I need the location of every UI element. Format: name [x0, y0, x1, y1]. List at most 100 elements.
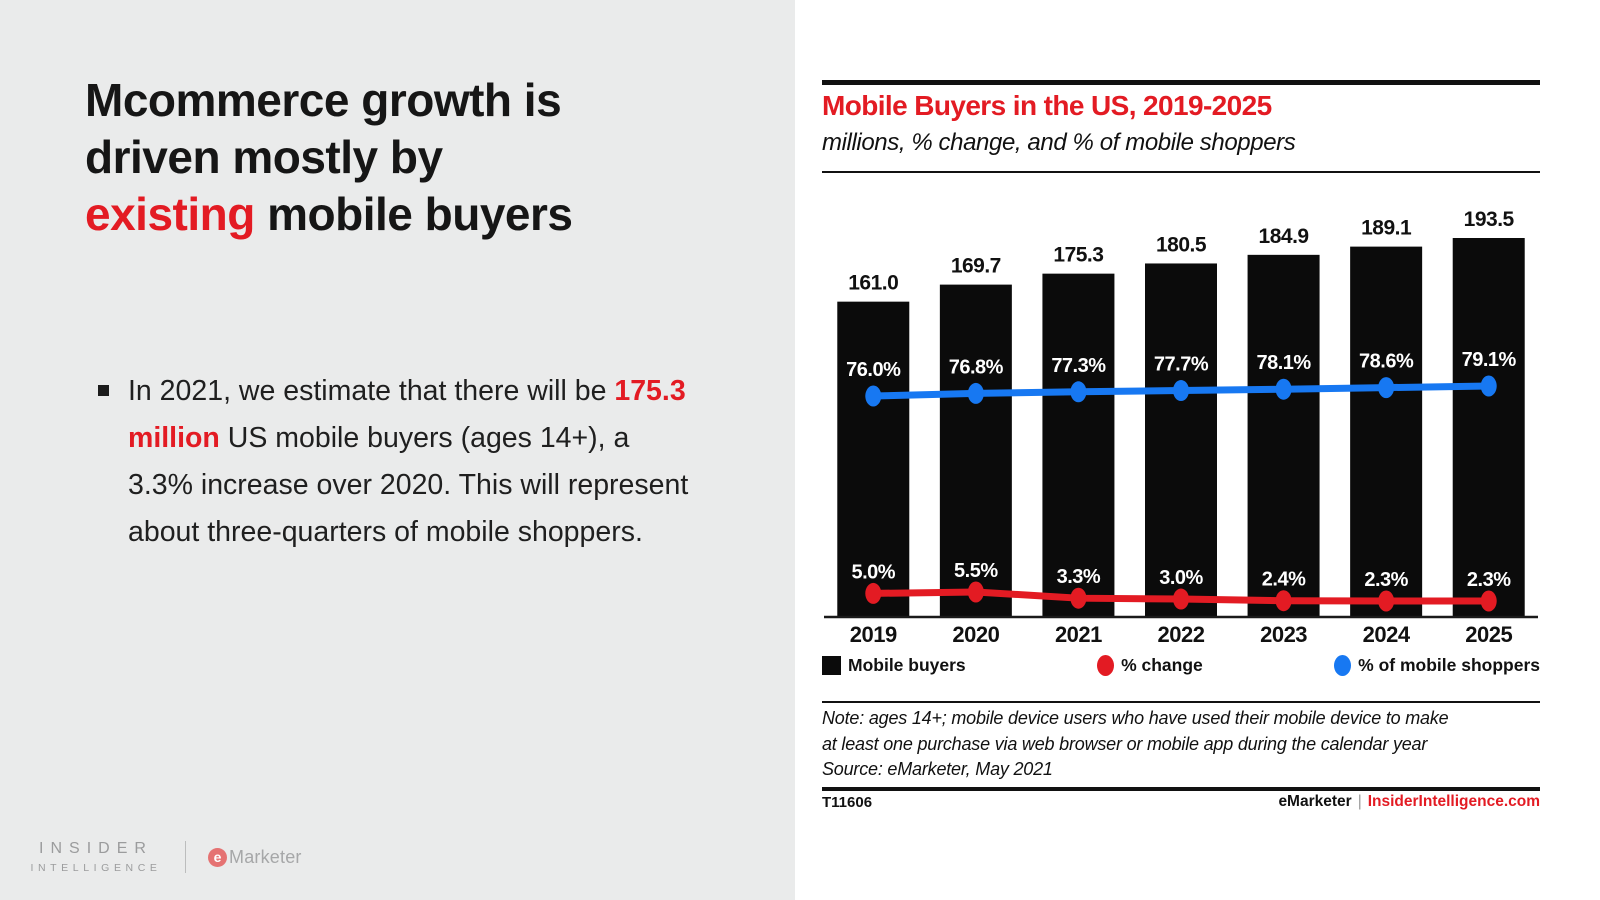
bottom-rule — [822, 787, 1540, 791]
pct-of-mobile-shoppers-point — [967, 382, 984, 404]
chart-subtitle: millions, % change, and % of mobile shop… — [822, 129, 1296, 156]
chart-panel: Mobile Buyers in the US, 2019-2025 milli… — [795, 0, 1600, 900]
x-tick-2019: 2019 — [850, 622, 897, 647]
bar-2019 — [837, 301, 910, 617]
chart-report: Mobile Buyers in the US, 2019-2025 milli… — [822, 0, 1540, 900]
pct-of-mobile-shoppers-point — [1173, 380, 1189, 402]
pct-change-label: 2.4% — [1262, 569, 1306, 591]
title-line-1: Mcommerce growth is — [85, 74, 562, 126]
page-title: Mcommerce growth is driven mostly by exi… — [85, 72, 745, 243]
pct-change-point — [1378, 590, 1395, 612]
bar-2025 — [1452, 238, 1525, 617]
mobile-buyers-swatch-icon — [822, 656, 841, 675]
note-rule — [822, 701, 1540, 703]
bar-2022 — [1145, 263, 1217, 617]
bar-value-label: 184.9 — [1259, 225, 1309, 248]
x-tick-2025: 2025 — [1465, 622, 1512, 647]
chart-footer: T11606 eMarketer | InsiderIntelligence.com — [822, 793, 1540, 811]
bullet-part1: In 2021, we estimate that there will be — [128, 375, 615, 407]
bar-2023 — [1247, 254, 1320, 617]
chart-note: Note: ages 14+; mobile device users who … — [822, 706, 1540, 783]
x-tick-2023: 2023 — [1260, 622, 1307, 647]
emarketer-logo: e Marketer — [208, 847, 302, 868]
pct-change-label: 2.3% — [1364, 569, 1408, 591]
bar-2024 — [1350, 246, 1423, 617]
pct-change-label: 5.0% — [851, 561, 895, 583]
insider-logo-line2: INTELLIGENCE — [30, 862, 162, 874]
title-line-3: existing mobile buyers — [85, 186, 745, 243]
source-line: Source: eMarketer, May 2021 — [822, 759, 1053, 779]
insider-logo-line1: INSIDER — [39, 840, 153, 857]
x-tick-2024: 2024 — [1363, 622, 1411, 647]
bullet-icon — [98, 385, 109, 396]
pct-of-mobile-shoppers-label: 78.1% — [1256, 352, 1311, 374]
emarketer-logo-icon: e — [208, 847, 227, 867]
bar-value-label: 169.7 — [951, 255, 1001, 278]
chart-id: T11606 — [822, 793, 873, 811]
bar-value-label: 180.5 — [1156, 233, 1207, 256]
pct-of-mobile-shoppers-label: 76.8% — [949, 356, 1004, 378]
footer-site-link[interactable]: InsiderIntelligence.com — [1367, 793, 1540, 810]
pct-of-mobile-shoppers-label: 77.7% — [1154, 354, 1209, 376]
bullet-highlight: 175.3 million — [128, 375, 686, 454]
pct-change-point — [967, 581, 984, 603]
pct-change-dot-icon — [1097, 655, 1115, 676]
pct-mobile-shoppers-dot-icon — [1334, 655, 1352, 676]
x-tick-2022: 2022 — [1158, 622, 1205, 647]
bar-value-label: 189.1 — [1361, 217, 1412, 240]
note-line-2: at least one purchase via web browser or… — [822, 733, 1428, 754]
pct-of-mobile-shoppers-label: 77.3% — [1051, 355, 1106, 377]
brand-divider — [185, 841, 186, 873]
pct-of-mobile-shoppers-point — [1070, 381, 1087, 403]
pct-change-point — [1480, 590, 1497, 612]
pct-of-mobile-shoppers-label: 78.6% — [1359, 351, 1414, 373]
top-rule — [822, 80, 1540, 85]
legend-item-pct-mobile-shoppers: % of mobile shoppers — [1334, 655, 1540, 676]
title-line-2: driven mostly by — [85, 131, 443, 183]
pct-of-mobile-shoppers-point — [1378, 377, 1395, 399]
pct-of-mobile-shoppers-label: 79.1% — [1462, 349, 1517, 371]
pct-of-mobile-shoppers-point — [865, 385, 882, 407]
pct-of-mobile-shoppers-label: 76.0% — [846, 359, 901, 381]
bullet-item: In 2021, we estimate that there will be … — [98, 368, 698, 556]
legend-label-mobile-buyers: Mobile buyers — [848, 655, 966, 675]
legend-label-pct-change: % change — [1121, 655, 1203, 675]
footer-brands: eMarketer | InsiderIntelligence.com — [1278, 793, 1540, 811]
bar-value-label: 161.0 — [848, 272, 898, 295]
pct-of-mobile-shoppers-point — [1275, 378, 1292, 400]
bar-2020 — [939, 284, 1012, 617]
footer-separator: | — [1357, 793, 1362, 810]
insider-intelligence-logo: INSIDER INTELLIGENCE — [25, 840, 167, 874]
pct-change-point — [865, 582, 882, 604]
pct-change-point — [1275, 590, 1292, 612]
bullet-text: In 2021, we estimate that there will be … — [128, 368, 693, 556]
legend-item-pct-change: % change — [1097, 655, 1203, 676]
bullet-part3: US mobile buyers (ages 14+), a 3.3% incr… — [128, 422, 689, 548]
pct-of-mobile-shoppers-point — [1480, 375, 1497, 397]
left-panel: Mcommerce growth is driven mostly by exi… — [0, 0, 795, 900]
chart-title: Mobile Buyers in the US, 2019-2025 — [822, 90, 1272, 121]
title-line-3-rest: mobile buyers — [254, 188, 573, 240]
title-highlight: existing — [85, 188, 255, 240]
pct-change-label: 5.5% — [954, 560, 998, 582]
bar-value-label: 193.5 — [1464, 208, 1515, 231]
x-tick-2020: 2020 — [952, 622, 999, 647]
footer-emarketer: eMarketer — [1278, 793, 1352, 810]
brand-bar: INSIDER INTELLIGENCE e Marketer — [25, 840, 302, 874]
pct-change-point — [1070, 587, 1087, 609]
legend-label-pct-mobile-shoppers: % of mobile shoppers — [1358, 655, 1540, 675]
chart-legend: Mobile buyers % change % of mobile shopp… — [822, 655, 1540, 676]
note-line-1: Note: ages 14+; mobile device users who … — [822, 708, 1449, 728]
chart-plot: 161.0 2019 169.7 2020 175.3 2021 180.5 2022 184.… — [824, 208, 1538, 647]
emarketer-logo-text: Marketer — [229, 846, 302, 867]
pct-change-label: 2.3% — [1467, 569, 1511, 591]
legend-item-mobile-buyers: Mobile buyers — [822, 655, 966, 676]
bar-value-label: 175.3 — [1053, 244, 1103, 267]
pct-change-label: 3.0% — [1159, 567, 1203, 589]
pct-change-point — [1173, 588, 1189, 610]
bar-2021 — [1042, 273, 1115, 617]
pct-change-label: 3.3% — [1057, 566, 1101, 588]
subtitle-rule — [822, 171, 1540, 173]
x-tick-2021: 2021 — [1055, 622, 1102, 647]
